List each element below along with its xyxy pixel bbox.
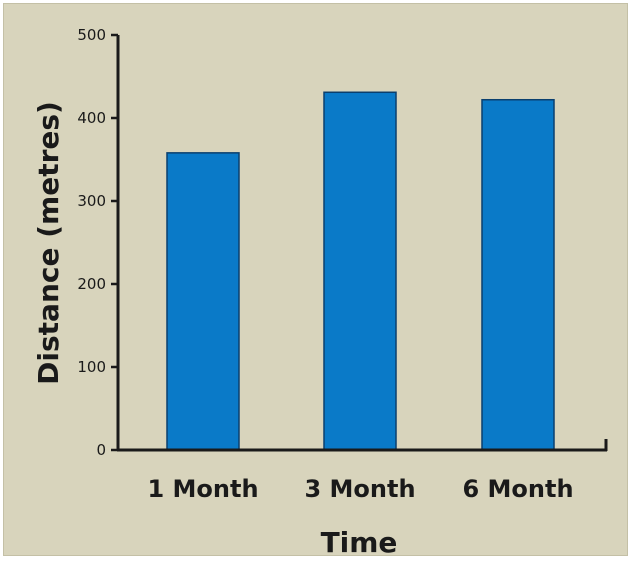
y-axis-ticks: 0 100 200 300 400 500 bbox=[77, 26, 118, 459]
bar-1-month bbox=[166, 152, 240, 451]
y-tick-label: 0 bbox=[96, 441, 106, 459]
x-tick-label: 6 Month bbox=[462, 475, 573, 503]
y-tick-label: 200 bbox=[77, 275, 106, 293]
x-axis-tick-labels: 1 Month 3 Month 6 Month bbox=[147, 475, 573, 503]
bar-3-month bbox=[323, 91, 397, 451]
bar-group bbox=[166, 91, 555, 451]
y-tick-label: 500 bbox=[77, 26, 106, 44]
y-axis-title: Distance (metres) bbox=[32, 101, 65, 385]
x-tick-label: 1 Month bbox=[147, 475, 258, 503]
chart-frame bbox=[3, 3, 628, 556]
x-axis-title: Time bbox=[321, 526, 398, 559]
bar-6-month bbox=[481, 98, 555, 451]
y-tick-label: 300 bbox=[77, 192, 106, 210]
y-tick-label: 100 bbox=[77, 358, 106, 376]
x-tick-label: 3 Month bbox=[304, 475, 415, 503]
y-tick-label: 400 bbox=[77, 109, 106, 127]
